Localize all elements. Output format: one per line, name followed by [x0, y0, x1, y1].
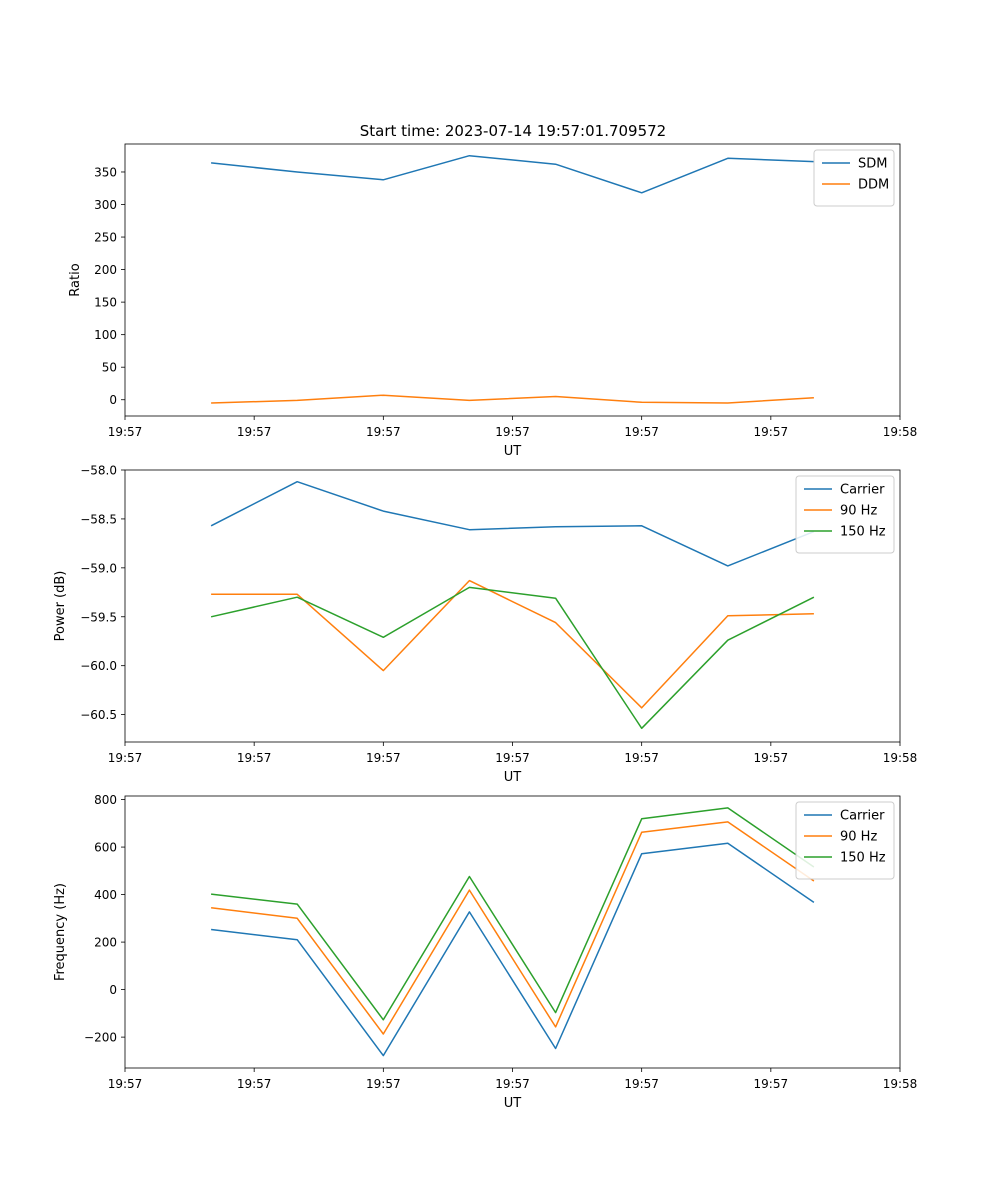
y-tick-label: 0: [109, 983, 117, 997]
x-tick-label: 19:57: [754, 1077, 789, 1091]
x-tick-label: 19:57: [237, 1077, 272, 1091]
legend-label: 90 Hz: [840, 504, 877, 519]
x-tick-label: 19:57: [237, 425, 272, 439]
y-tick-label: 150: [94, 296, 117, 310]
y-tick-label: 50: [102, 361, 117, 375]
x-tick-label: 19:57: [495, 1077, 530, 1091]
y-tick-label: −58.5: [80, 512, 117, 526]
y-tick-label: 250: [94, 231, 117, 245]
x-tick-label: 19:57: [754, 425, 789, 439]
x-tick-label: 19:57: [366, 1077, 401, 1091]
x-tick-label: 19:57: [237, 751, 272, 765]
x-tick-label: 19:57: [624, 1077, 659, 1091]
y-tick-label: 600: [94, 841, 117, 855]
y-tick-label: 200: [94, 263, 117, 277]
axes-frame: [124, 143, 901, 417]
series-line-90-hz: [211, 579, 814, 709]
x-axis-label: UT: [504, 1096, 522, 1111]
y-tick-label: 350: [94, 165, 117, 179]
x-tick-label: 19:58: [883, 425, 918, 439]
legend: SDM DDM: [813, 149, 895, 207]
y-tick-label: 200: [94, 936, 117, 950]
x-tick-label: 19:58: [883, 1077, 918, 1091]
axes-frame: [124, 795, 901, 1069]
legend: Carrier 90 Hz 150 Hz: [795, 801, 895, 880]
x-tick-label: 19:57: [754, 751, 789, 765]
series-line-150-hz: [211, 807, 815, 1021]
y-tick-label: −59.5: [80, 610, 117, 624]
x-axis-label: UT: [504, 444, 522, 459]
y-tick-label: 400: [94, 888, 117, 902]
legend: Carrier 90 Hz 150 Hz: [795, 475, 895, 554]
y-axis-label: Ratio: [68, 263, 83, 296]
plot-panel-2: 19:57 19:57 19:57 19:57 19:57 19:57 19:58 −58.0…: [53, 464, 917, 786]
y-axis-label: Frequency (Hz): [53, 883, 68, 981]
x-tick-label: 19:57: [366, 751, 401, 765]
x-tick-label: 19:57: [108, 1077, 143, 1091]
legend-label: DDM: [858, 178, 889, 193]
x-tick-label: 19:58: [883, 751, 918, 765]
legend-box: [795, 475, 895, 554]
legend-box: [795, 801, 895, 880]
series-line-sdm: [211, 154, 814, 194]
y-tick-label: −59.0: [80, 561, 117, 575]
y-tick-label: −58.0: [80, 464, 117, 478]
y-tick-label: 100: [94, 328, 117, 342]
legend-label: 150 Hz: [840, 851, 886, 866]
y-tick-label: −60.0: [80, 659, 117, 673]
chart-title: Start time: 2023-07-14 19:57:01.709572: [360, 122, 666, 140]
y-tick-label: −200: [84, 1031, 117, 1045]
x-tick-label: 19:57: [108, 425, 143, 439]
legend-label: Carrier: [840, 809, 885, 824]
series-line-carrier: [210, 480, 815, 567]
legend-box: [813, 149, 895, 207]
legend-label: 90 Hz: [840, 830, 877, 845]
legend-label: Carrier: [840, 483, 885, 498]
x-tick-label: 19:57: [108, 751, 143, 765]
series-line-ddm: [211, 394, 814, 404]
x-tick-label: 19:57: [495, 425, 530, 439]
y-axis-label: Power (dB): [53, 571, 68, 642]
y-tick-label: 0: [109, 393, 117, 407]
series-line-90-hz: [211, 821, 815, 1035]
x-tick-label: 19:57: [624, 751, 659, 765]
y-tick-label: −60.5: [80, 708, 117, 722]
x-tick-label: 19:57: [495, 751, 530, 765]
x-tick-label: 19:57: [624, 425, 659, 439]
series-line-carrier: [211, 842, 815, 1057]
x-tick-label: 19:57: [366, 425, 401, 439]
x-axis-label: UT: [504, 770, 522, 785]
plot-panel-3: 19:57 19:57 19:57 19:57 19:57 19:57 19:58 −200 0…: [53, 793, 917, 1111]
plot-panel-1: 19:57 19:57 19:57 19:57 19:57 19:57 19:58 0 50 10…: [68, 143, 918, 459]
legend-label: SDM: [858, 157, 887, 172]
legend-label: 150 Hz: [840, 525, 886, 540]
series-line-150-hz: [210, 586, 815, 730]
plots: 19:57 19:57 19:57 19:57 19:57 19:57 19:58 0 50 10…: [53, 143, 918, 1111]
y-tick-label: 800: [94, 793, 117, 807]
y-tick-label: 300: [94, 198, 117, 212]
